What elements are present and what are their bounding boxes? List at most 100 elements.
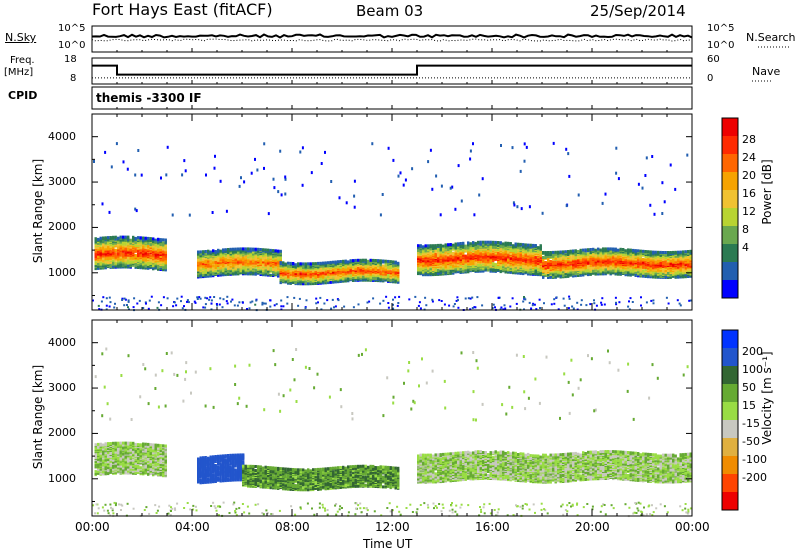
- heatmap-cell: [212, 272, 215, 276]
- heatmap-cell: [679, 253, 682, 257]
- heatmap-cell: [352, 279, 355, 282]
- heatmap-cell: [99, 236, 102, 240]
- heatmap-cell: [529, 253, 532, 257]
- heatmap-cell: [459, 242, 462, 245]
- heatmap-cell: [669, 251, 672, 254]
- heatmap-cell: [157, 263, 160, 267]
- heatmap-cell: [152, 250, 155, 254]
- heatmap-cell: [637, 256, 640, 260]
- power-panel: [91, 113, 693, 312]
- heatmap-cell: [524, 266, 527, 270]
- heatmap-cell: [267, 269, 270, 273]
- heatmap-cell: [594, 248, 597, 252]
- heatmap-cell: [424, 248, 427, 252]
- heatmap-cell: [539, 256, 542, 260]
- heatmap-cell: [559, 271, 562, 275]
- heatmap-cell: [582, 248, 585, 252]
- heatmap-cell: [439, 252, 442, 256]
- heatmap-cell: [632, 268, 635, 272]
- heatmap-cell: [114, 254, 117, 258]
- heatmap-cell: [672, 262, 675, 266]
- heatmap-cell: [122, 237, 125, 241]
- heatmap-cell: [277, 260, 280, 264]
- heatmap-cell: [422, 270, 425, 274]
- heatmap-cell: [379, 278, 382, 282]
- heatmap-cell: [682, 263, 685, 267]
- heatmap-cell: [279, 249, 282, 253]
- heatmap-cell: [397, 274, 400, 278]
- heatmap-cell: [257, 251, 260, 255]
- heatmap-cell: [279, 261, 282, 265]
- heatmap-cell: [122, 235, 125, 239]
- heatmap-cell: [252, 247, 255, 251]
- heatmap-cell: [587, 265, 590, 269]
- heatmap-cell: [654, 273, 657, 277]
- heatmap-cell: [107, 236, 110, 240]
- heatmap-cell: [447, 243, 450, 247]
- heatmap-cell: [197, 270, 200, 274]
- heatmap-cell: [434, 244, 437, 248]
- heatmap-cell: [444, 261, 447, 265]
- heatmap-cell: [574, 262, 577, 266]
- heatmap-cell: [147, 236, 150, 240]
- heatmap-cell: [159, 238, 162, 242]
- heatmap-cell: [312, 282, 315, 286]
- heatmap-cell: [664, 253, 667, 256]
- heatmap-cell: [294, 265, 297, 269]
- heatmap-cell: [569, 255, 572, 259]
- heatmap-cell: [137, 257, 140, 261]
- heatmap-cell: [589, 262, 592, 265]
- heatmap-cell: [124, 247, 127, 251]
- heatmap-cell: [592, 247, 595, 251]
- heatmap-cell: [464, 254, 467, 258]
- heatmap-cell: [212, 267, 215, 271]
- heatmap-cell: [347, 264, 350, 268]
- heatmap-cell: [212, 264, 215, 268]
- heatmap-cell: [644, 250, 647, 253]
- heatmap-cell: [462, 241, 465, 245]
- heatmap-cell: [359, 267, 362, 271]
- heatmap-cell: [417, 268, 420, 272]
- heatmap-cell: [554, 261, 557, 265]
- heatmap-cell: [249, 249, 252, 253]
- heatmap-cell: [542, 261, 545, 264]
- heatmap-cell: [504, 241, 507, 245]
- heatmap-cell: [287, 264, 290, 268]
- heatmap-cell: [244, 262, 247, 266]
- heatmap-cell: [437, 248, 440, 252]
- heatmap-cell: [154, 238, 157, 242]
- heatmap-cell: [547, 273, 550, 276]
- heatmap-cell: [307, 273, 310, 277]
- heatmap-cell: [452, 243, 455, 247]
- heatmap-cell: [587, 248, 590, 252]
- heatmap-cell: [622, 253, 625, 256]
- heatmap-cell: [379, 272, 382, 276]
- heatmap-cell: [627, 270, 630, 274]
- heatmap-cell: [657, 256, 660, 260]
- heatmap-cell: [434, 272, 437, 275]
- heatmap-cell: [449, 269, 452, 273]
- heatmap-cell: [342, 267, 345, 271]
- heatmap-cell: [419, 262, 422, 266]
- heatmap-cell: [109, 256, 112, 260]
- heatmap-cell: [244, 268, 247, 272]
- heatmap-cell: [682, 252, 685, 256]
- heatmap-cell: [262, 258, 265, 262]
- heatmap-cell: [542, 256, 545, 259]
- heatmap-cell: [162, 262, 165, 266]
- heatmap-cell: [659, 250, 662, 254]
- heatmap-cell: [567, 261, 570, 265]
- heatmap-cell: [497, 241, 500, 244]
- heatmap-cell: [634, 249, 637, 253]
- heatmap-cell: [417, 271, 420, 275]
- heatmap-cell: [639, 261, 642, 265]
- heatmap-cell: [527, 265, 530, 269]
- heatmap-cell: [434, 259, 437, 262]
- heatmap-cell: [557, 270, 560, 274]
- heatmap-cell: [422, 245, 425, 249]
- heatmap-cell: [489, 240, 492, 244]
- heatmap-cell: [334, 275, 337, 279]
- heatmap-cell: [682, 271, 685, 275]
- heatmap-cell: [107, 245, 110, 249]
- heatmap-cell: [432, 244, 435, 248]
